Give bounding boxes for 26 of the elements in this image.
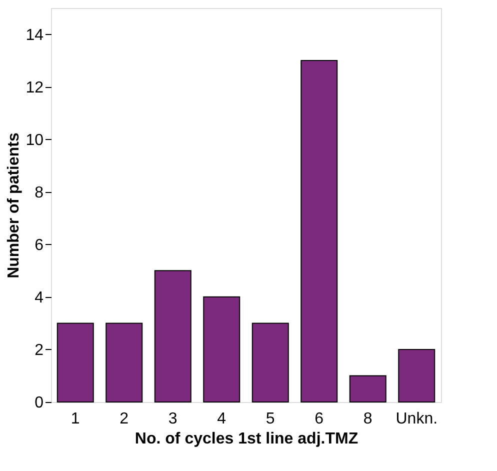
y-tick-label: 8 bbox=[34, 184, 44, 202]
y-tick-label: 2 bbox=[34, 342, 44, 359]
y-tick-label: 14 bbox=[26, 26, 44, 44]
y-tick-label: 12 bbox=[26, 79, 44, 96]
bar bbox=[349, 375, 386, 402]
x-tick-label: Unkn. bbox=[396, 410, 438, 428]
y-tick-label: 6 bbox=[34, 236, 44, 254]
y-tick-label: 4 bbox=[34, 289, 44, 306]
x-axis-title: No. of cycles 1st line adj.TMZ bbox=[134, 430, 358, 448]
bar bbox=[300, 60, 338, 402]
x-tick-label: 1 bbox=[70, 410, 80, 428]
y-tick-label: 10 bbox=[26, 132, 44, 149]
y-tick-label: 0 bbox=[34, 394, 44, 412]
x-tick-label: 2 bbox=[120, 410, 129, 428]
x-tick-label: 6 bbox=[314, 410, 324, 428]
x-tick-label: 4 bbox=[217, 410, 226, 428]
bar bbox=[398, 348, 436, 402]
x-tick-label: 8 bbox=[363, 410, 372, 428]
bar bbox=[252, 322, 289, 402]
bar bbox=[106, 322, 143, 402]
x-tick-label: 5 bbox=[266, 410, 275, 428]
bar bbox=[56, 322, 94, 402]
bar bbox=[154, 270, 192, 402]
bar bbox=[203, 296, 240, 402]
y-axis-title: Number of patients bbox=[6, 132, 23, 278]
x-tick-label: 3 bbox=[168, 410, 178, 428]
